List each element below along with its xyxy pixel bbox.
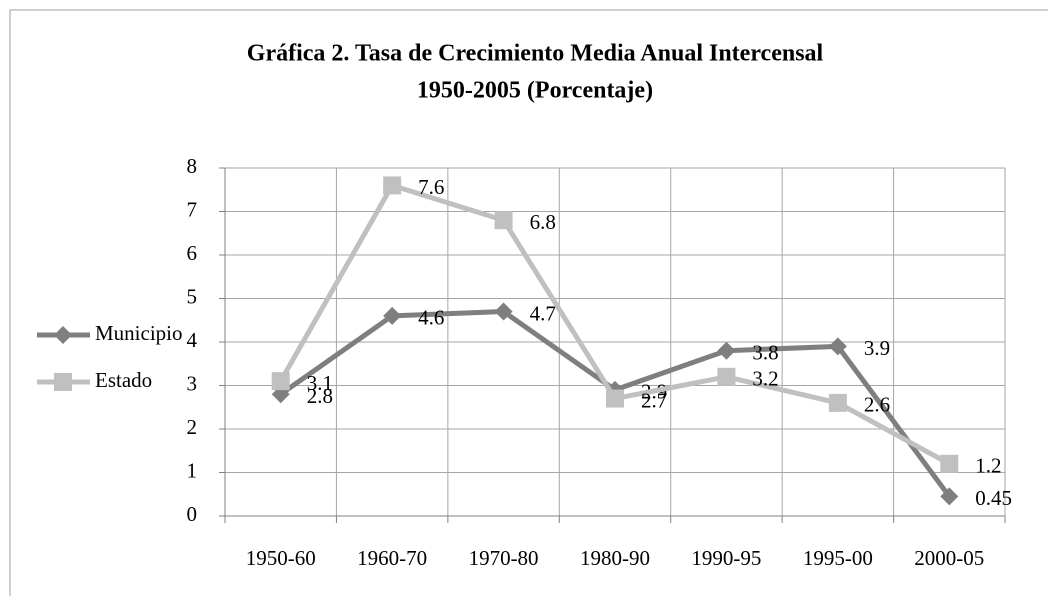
data-label: 2.6 xyxy=(864,393,890,417)
x-tick-label: 1980-90 xyxy=(580,546,650,570)
data-label: 0.45 xyxy=(975,486,1012,510)
data-label: 3.8 xyxy=(752,341,778,365)
x-tick-label: 1970-80 xyxy=(469,546,539,570)
data-label: 3.2 xyxy=(752,367,778,391)
y-tick-label: 2 xyxy=(187,415,198,439)
marker xyxy=(940,454,959,473)
y-tick-label: 5 xyxy=(187,284,198,308)
y-tick-label: 3 xyxy=(187,371,198,395)
marker xyxy=(383,176,402,195)
y-tick-label: 0 xyxy=(187,502,198,526)
x-tick-label: 2000-05 xyxy=(914,546,984,570)
y-tick-label: 6 xyxy=(187,241,198,265)
marker xyxy=(271,372,290,391)
marker xyxy=(54,373,72,391)
x-tick-label: 1960-70 xyxy=(357,546,427,570)
marker xyxy=(828,337,847,356)
data-label: 3.9 xyxy=(864,336,890,360)
y-tick-label: 1 xyxy=(187,458,198,482)
chart-title: 1950-2005 (Porcentaje) xyxy=(417,78,653,104)
y-tick-label: 4 xyxy=(187,328,198,352)
legend-label: Estado xyxy=(95,368,152,392)
chart-title: Gráfica 2. Tasa de Crecimiento Media Anu… xyxy=(247,41,824,67)
data-label: 7.6 xyxy=(418,175,444,199)
marker xyxy=(828,393,847,412)
marker xyxy=(494,211,513,230)
marker xyxy=(54,326,72,344)
marker xyxy=(606,389,624,408)
chart-border xyxy=(9,9,1048,596)
legend-label: Municipio xyxy=(95,321,183,345)
data-label: 1.2 xyxy=(975,454,1001,478)
marker xyxy=(494,302,513,321)
data-label: 2.7 xyxy=(641,388,667,412)
x-tick-label: 1995-00 xyxy=(803,546,873,570)
data-label: 2.8 xyxy=(307,384,333,408)
marker xyxy=(383,306,402,325)
y-tick-label: 7 xyxy=(187,197,198,221)
data-label: 6.8 xyxy=(530,210,556,234)
x-tick-label: 1990-95 xyxy=(691,546,761,570)
marker xyxy=(940,487,959,506)
marker xyxy=(717,341,736,360)
data-label: 3.1 xyxy=(307,371,333,395)
marker xyxy=(717,367,736,386)
x-tick-label: 1950-60 xyxy=(246,546,316,570)
data-label: 4.6 xyxy=(418,306,444,330)
data-label: 4.7 xyxy=(530,301,556,325)
y-tick-label: 8 xyxy=(187,154,198,178)
